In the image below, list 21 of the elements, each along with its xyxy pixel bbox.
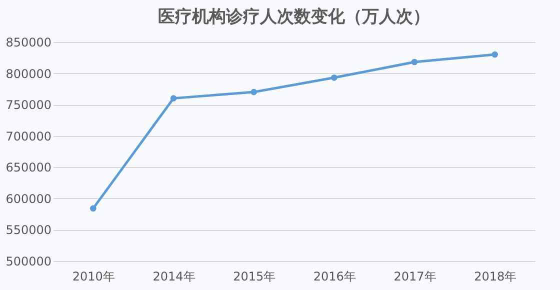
x-tick-label: 2010年 <box>72 270 115 284</box>
y-tick-label: 650000 <box>6 160 52 175</box>
x-tick-label: 2016年 <box>313 270 356 284</box>
y-tick-label: 700000 <box>6 129 52 144</box>
y-tick-label: 550000 <box>6 223 52 238</box>
y-tick-label: 850000 <box>6 36 52 50</box>
point <box>170 95 177 102</box>
x-tick-label: 2017年 <box>394 270 436 284</box>
y-tick-label: 800000 <box>6 66 52 81</box>
chart-title: 医疗机构诊疗人次数变化（万人次） <box>158 7 430 27</box>
point <box>492 51 498 58</box>
x-tick-label: 2018年 <box>474 270 517 284</box>
y-tick-label: 750000 <box>6 98 52 112</box>
point <box>90 205 96 212</box>
point <box>411 58 418 66</box>
x-tick-label: 2015年 <box>233 270 276 284</box>
x-tick-label: 2014年 <box>152 270 196 284</box>
y-tick-label: 600000 <box>6 192 52 206</box>
y-tick-label: 500000 <box>6 254 52 268</box>
point <box>331 74 338 81</box>
point <box>250 88 257 96</box>
